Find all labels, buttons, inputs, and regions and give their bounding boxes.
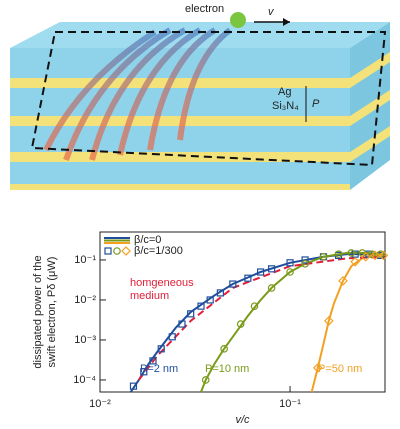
marker xyxy=(268,265,276,273)
velocity-label: v xyxy=(268,6,275,18)
marker xyxy=(229,280,237,288)
marker xyxy=(157,345,165,353)
marker xyxy=(267,284,276,292)
electron-label: electron xyxy=(185,3,224,15)
marker xyxy=(149,357,157,365)
marker xyxy=(244,274,252,282)
legend-label: β/c=1/300 xyxy=(134,245,183,257)
series-line xyxy=(138,255,386,381)
legend-marker xyxy=(104,247,112,255)
y-tick-label: 10⁻² xyxy=(74,294,96,306)
y-axis-label: dissipated power of the xyxy=(32,255,44,368)
marker xyxy=(187,310,195,318)
marker xyxy=(334,250,343,258)
plot-frame xyxy=(99,231,386,393)
dielectric-label: Si₃N₄ xyxy=(272,100,299,112)
series-annotation: homgeneous xyxy=(130,277,194,289)
marker xyxy=(319,252,328,261)
illustration: electron v Ag Si₃N₄ P xyxy=(10,3,390,190)
velocity-arrowhead xyxy=(283,18,290,26)
x-axis-label: v/c xyxy=(235,414,250,426)
marker xyxy=(216,289,224,297)
marker xyxy=(368,250,376,258)
series-annotation: P=2 nm xyxy=(140,363,178,375)
y-axis-label: swift electron, Pδ (μW) xyxy=(46,257,58,368)
marker xyxy=(197,302,205,310)
marker xyxy=(236,320,245,328)
marker xyxy=(220,345,228,353)
marker xyxy=(360,251,371,262)
marker xyxy=(206,296,214,304)
marker xyxy=(323,316,334,326)
wave-fronts xyxy=(43,27,232,161)
legend-label: β/c=0 xyxy=(134,234,161,246)
series-annotation: P=10 nm xyxy=(205,363,249,375)
marker xyxy=(338,276,348,286)
y-tick-label: 10⁻³ xyxy=(74,334,96,346)
marker xyxy=(201,376,210,384)
marker xyxy=(312,363,323,373)
marker xyxy=(350,256,360,267)
legend-marker xyxy=(113,247,121,255)
y-tick-label: 10⁻¹ xyxy=(74,254,96,266)
marker xyxy=(250,302,259,310)
marker xyxy=(378,250,389,261)
marker xyxy=(286,268,294,276)
slab-top xyxy=(10,22,390,48)
legend-marker xyxy=(121,246,131,256)
x-tick-label: 10⁻¹ xyxy=(279,398,301,410)
marker xyxy=(129,382,138,390)
marker xyxy=(178,320,186,328)
chart: 10⁻² 10⁻¹ 10⁻⁴ 10⁻³ 10⁻² 10⁻¹ v/c dissipated po… xyxy=(32,231,389,426)
marker xyxy=(257,268,265,276)
marker xyxy=(140,368,148,376)
marker xyxy=(286,259,294,267)
y-tick-label: 10⁻⁴ xyxy=(73,374,96,386)
marker xyxy=(370,250,380,261)
marker xyxy=(301,260,309,268)
period-label: P xyxy=(312,98,320,110)
metal-label: Ag xyxy=(278,86,291,98)
electron-ball xyxy=(230,12,246,28)
series-annotation: medium xyxy=(130,290,169,302)
series-annotation: P=50 nm xyxy=(318,363,362,375)
x-tick-label: 10⁻² xyxy=(89,398,111,410)
marker xyxy=(301,256,309,264)
marker xyxy=(168,333,176,341)
marker xyxy=(347,249,356,257)
